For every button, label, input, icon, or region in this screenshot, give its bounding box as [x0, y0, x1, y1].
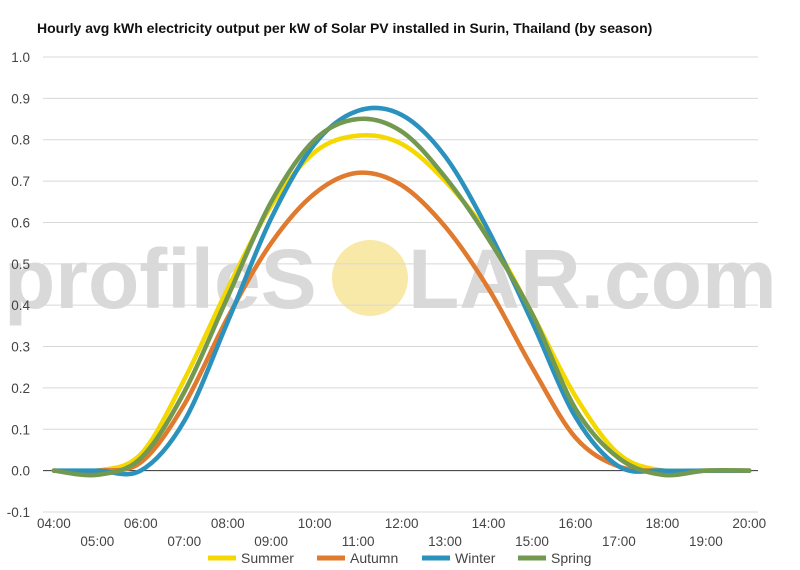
legend-item-summer: Summer: [208, 550, 294, 566]
legend-item-spring: Spring: [518, 550, 591, 566]
x-tick-label: 08:00: [211, 516, 245, 531]
watermark: profileS LAR.com: [4, 232, 777, 326]
legend-label: Spring: [551, 550, 591, 566]
series-line-spring: [51, 116, 752, 478]
y-tick-label: -0.1: [7, 505, 30, 520]
watermark-sun-icon: [332, 240, 408, 316]
y-tick-label: 0.3: [11, 340, 30, 355]
legend-item-autumn: Autumn: [317, 550, 398, 566]
x-tick-label: 17:00: [602, 534, 636, 549]
y-tick-label: 0.0: [11, 464, 30, 479]
legend: Summer Autumn Winter Spring: [208, 550, 591, 566]
series-line-winter: [51, 105, 752, 477]
y-tick-label: 0.5: [11, 257, 30, 272]
x-tick-label: 14:00: [472, 516, 506, 531]
x-tick-label: 11:00: [342, 534, 375, 549]
x-tick-label: 20:00: [732, 516, 766, 531]
y-tick-label: 0.7: [11, 174, 30, 189]
y-tick-label: 1.0: [11, 50, 30, 65]
x-tick-label: 05:00: [80, 534, 114, 549]
watermark-text-left: profileS: [4, 232, 317, 326]
y-axis-ticks: -0.1 0.0 0.1 0.2 0.3 0.4 0.5 0.6 0.7 0.8 0.9 1.0: [7, 50, 31, 520]
y-tick-label: 0.1: [11, 422, 30, 437]
x-tick-label: 16:00: [559, 516, 593, 531]
series-lines: [51, 105, 752, 478]
x-tick-label: 10:00: [298, 516, 332, 531]
x-tick-label: 13:00: [428, 534, 462, 549]
x-tick-label: 18:00: [645, 516, 679, 531]
x-tick-label: 04:00: [37, 516, 71, 531]
y-tick-label: 0.8: [11, 133, 30, 148]
x-tick-label: 09:00: [254, 534, 288, 549]
x-tick-label: 06:00: [124, 516, 158, 531]
x-tick-label: 07:00: [167, 534, 201, 549]
x-axis-ticks: 04:00 05:00 06:00 07:00 08:00 09:00 10:00 11:00…: [37, 516, 766, 549]
x-tick-label: 15:00: [515, 534, 549, 549]
series-line-summer: [51, 132, 752, 475]
y-tick-label: 0.9: [11, 91, 30, 106]
legend-label: Autumn: [350, 550, 398, 566]
legend-label: Winter: [455, 550, 496, 566]
y-tick-label: 0.6: [11, 215, 30, 230]
x-tick-label: 12:00: [385, 516, 419, 531]
chart-title: Hourly avg kWh electricity output per kW…: [37, 20, 652, 36]
legend-label: Summer: [241, 550, 294, 566]
y-tick-label: 0.2: [11, 381, 30, 396]
y-tick-label: 0.4: [11, 298, 30, 313]
watermark-text-right: LAR.com: [408, 232, 777, 326]
x-tick-label: 19:00: [689, 534, 723, 549]
legend-item-winter: Winter: [422, 550, 496, 566]
